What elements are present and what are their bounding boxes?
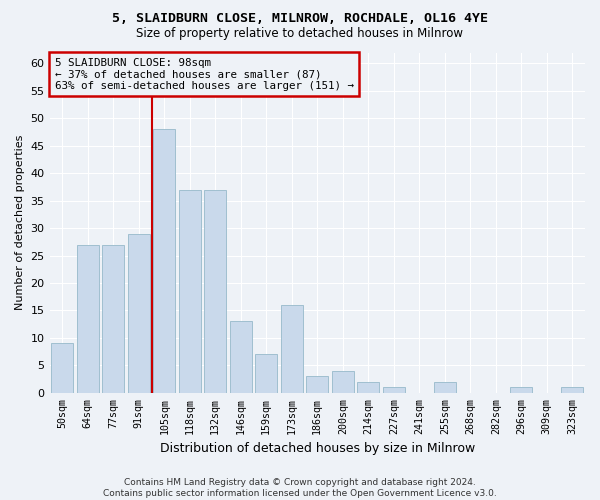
Bar [230,322,251,393]
Bar [307,376,328,393]
Bar [52,344,73,393]
Y-axis label: Number of detached properties: Number of detached properties [15,135,25,310]
Bar [205,190,226,393]
Bar [128,234,149,393]
Bar [256,354,277,393]
Bar [103,244,124,393]
Text: 5 SLAIDBURN CLOSE: 98sqm
← 37% of detached houses are smaller (87)
63% of semi-d: 5 SLAIDBURN CLOSE: 98sqm ← 37% of detach… [55,58,354,91]
Text: Contains HM Land Registry data © Crown copyright and database right 2024.
Contai: Contains HM Land Registry data © Crown c… [103,478,497,498]
Bar [358,382,379,393]
Text: Size of property relative to detached houses in Milnrow: Size of property relative to detached ho… [137,28,464,40]
X-axis label: Distribution of detached houses by size in Milnrow: Distribution of detached houses by size … [160,442,475,455]
Bar [383,388,404,393]
Bar [434,382,455,393]
Bar [154,130,175,393]
Bar [77,244,98,393]
Bar [562,388,583,393]
Bar [179,190,200,393]
Bar [281,305,302,393]
Bar [511,388,532,393]
Bar [332,371,353,393]
Text: 5, SLAIDBURN CLOSE, MILNROW, ROCHDALE, OL16 4YE: 5, SLAIDBURN CLOSE, MILNROW, ROCHDALE, O… [112,12,488,26]
